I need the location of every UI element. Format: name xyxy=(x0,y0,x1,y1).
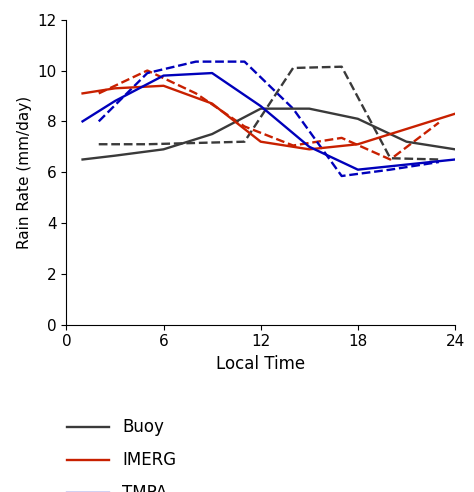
Legend: Buoy, IMERG, TMPA: Buoy, IMERG, TMPA xyxy=(67,419,176,492)
X-axis label: Local Time: Local Time xyxy=(216,355,305,373)
Y-axis label: Rain Rate (mm/day): Rain Rate (mm/day) xyxy=(17,95,32,249)
